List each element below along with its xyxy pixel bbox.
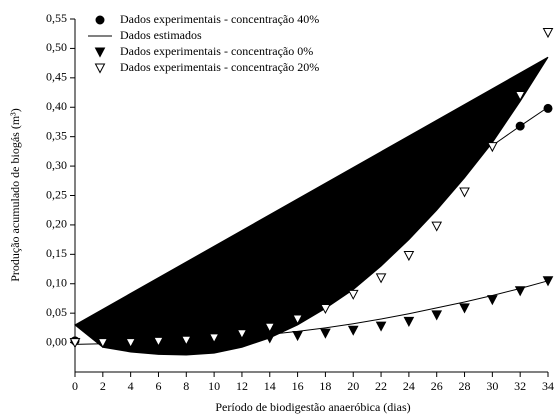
y-tick-label: 0,10 — [46, 276, 67, 290]
x-tick-label: 22 — [375, 379, 387, 393]
data-point — [69, 338, 81, 349]
data-point — [487, 142, 498, 153]
data-point — [487, 295, 498, 306]
x-tick-label: 0 — [72, 379, 78, 393]
data-point — [515, 121, 525, 131]
data-point — [97, 338, 109, 349]
x-tick-label: 16 — [292, 379, 304, 393]
legend-marker — [94, 63, 106, 74]
data-point — [431, 221, 443, 232]
x-tick-label: 18 — [319, 379, 331, 393]
data-point — [347, 325, 359, 336]
data-point — [375, 321, 387, 332]
data-point — [320, 303, 331, 315]
x-tick-label: 26 — [431, 379, 443, 393]
y-axis-label: Produção acumulado de biogás (m³) — [8, 108, 22, 282]
y-tick-label: 0,55 — [46, 11, 67, 25]
x-tick-label: 10 — [208, 379, 220, 393]
data-point — [459, 303, 470, 314]
x-tick-label: 8 — [183, 379, 189, 393]
data-point — [236, 329, 248, 340]
data-point — [208, 333, 220, 344]
legend-marker — [95, 15, 105, 25]
x-tick-label: 2 — [100, 379, 106, 393]
y-tick-label: 0,50 — [46, 40, 67, 54]
x-tick-label: 4 — [128, 379, 134, 393]
x-tick-label: 28 — [459, 379, 471, 393]
legend-marker — [94, 47, 106, 58]
data-point — [514, 286, 526, 297]
data-point — [403, 251, 415, 262]
data-point — [264, 322, 276, 333]
data-point — [542, 276, 554, 287]
x-tick-label: 6 — [155, 379, 161, 393]
fit-line — [74, 56, 549, 356]
legend-label: Dados experimentais - concentração 0% — [120, 44, 313, 58]
y-tick-label: 0,25 — [46, 187, 67, 201]
x-tick-label: 34 — [542, 379, 554, 393]
data-point — [543, 103, 553, 113]
data-point — [320, 328, 331, 339]
legend-label: Dados experimentais - concentração 40% — [120, 12, 319, 26]
data-point — [292, 331, 303, 342]
data-point — [153, 336, 164, 347]
data-point — [375, 273, 387, 284]
x-tick-label: 12 — [236, 379, 248, 393]
y-tick-label: 0,05 — [46, 305, 67, 319]
x-tick-label: 20 — [347, 379, 359, 393]
y-tick-label: 0,00 — [46, 334, 67, 348]
data-point — [431, 310, 443, 321]
x-axis-label: Período de biodigestão anaeróbica (dias) — [215, 400, 410, 414]
data-point — [180, 335, 192, 346]
x-tick-label: 24 — [403, 379, 415, 393]
data-point — [264, 333, 276, 344]
x-tick-label: 14 — [264, 379, 276, 393]
legend-label: Dados estimados — [120, 28, 202, 42]
x-tick-label: 30 — [486, 379, 498, 393]
data-point — [403, 316, 415, 327]
y-tick-label: 0,45 — [46, 70, 67, 84]
legend-label: Dados experimentais - concentração 20% — [120, 60, 319, 74]
y-tick-label: 0,35 — [46, 128, 67, 142]
data-point — [459, 187, 470, 198]
data-point — [542, 28, 554, 39]
x-tick-label: 32 — [514, 379, 526, 393]
y-tick-label: 0,20 — [46, 217, 67, 231]
data-point — [347, 289, 359, 300]
data-point — [514, 90, 526, 102]
y-tick-label: 0,40 — [46, 99, 67, 113]
y-tick-label: 0,30 — [46, 158, 67, 172]
data-point — [292, 314, 303, 325]
data-point — [125, 338, 136, 349]
y-tick-label: 0,15 — [46, 246, 67, 260]
